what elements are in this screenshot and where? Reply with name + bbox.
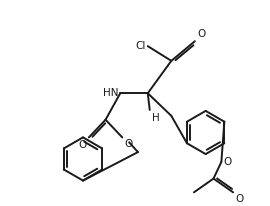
Text: H: H xyxy=(152,113,159,123)
Text: Cl: Cl xyxy=(136,41,146,51)
Text: O: O xyxy=(235,194,243,204)
Text: O: O xyxy=(124,139,133,149)
Text: O: O xyxy=(223,157,232,167)
Text: HN: HN xyxy=(103,88,118,98)
Text: O: O xyxy=(198,29,206,39)
Text: O: O xyxy=(79,140,87,150)
